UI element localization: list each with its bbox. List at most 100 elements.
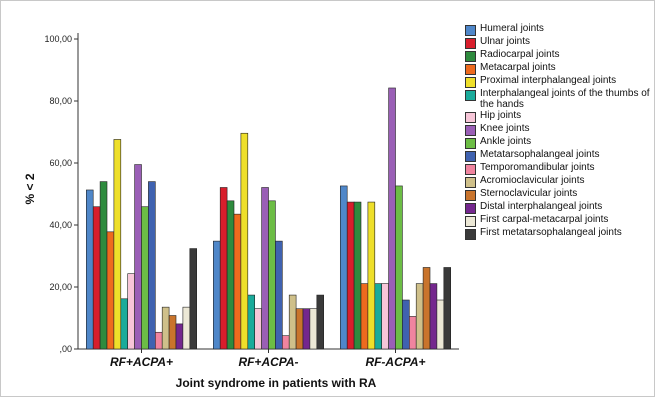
legend-label: Knee joints [480, 123, 530, 134]
legend-item: Temporomandibular joints [465, 162, 655, 175]
legend-item: Radiocarpal joints [465, 49, 655, 62]
bar [353, 201, 362, 350]
legend-label: Humeral joints [480, 23, 544, 34]
bar-chart: 100,00 80,00 60,00 40,00 20,00 ,00 RF+ACPA+ RF+… [23, 33, 459, 390]
x-axis-title: Joint syndrome in patients with RA [176, 376, 377, 390]
bar [429, 283, 438, 350]
bar [295, 308, 304, 350]
legend-label: Metacarpal joints [480, 62, 556, 73]
y-axis-title: % < 2 [23, 173, 37, 204]
bar [175, 323, 184, 350]
legend-item: First carpal-metacarpal joints [465, 214, 655, 227]
legend-item: First metatarsophalangeal joints [465, 227, 655, 240]
legend-swatch [465, 177, 476, 188]
legend-label: Hip joints [480, 110, 522, 121]
y-tick-label: ,00 [59, 344, 72, 354]
bar [148, 181, 156, 350]
legend-label: First carpal-metacarpal joints [480, 214, 609, 225]
legend-item: Proximal interphalangeal joints [465, 75, 655, 88]
bar [261, 187, 269, 350]
bar [281, 335, 290, 350]
bar [339, 185, 348, 350]
bar [106, 231, 115, 350]
bar [168, 315, 177, 350]
legend-item: Metatarsophalangeal joints [465, 149, 655, 162]
legend-label: Metatarsophalangeal joints [480, 149, 600, 160]
legend-swatch [465, 125, 476, 136]
legend-item: Ulnar joints [465, 36, 655, 49]
bars [86, 87, 451, 350]
bar [134, 164, 142, 350]
bar [443, 267, 451, 350]
legend-swatch [465, 203, 476, 214]
legend-swatch [465, 190, 476, 201]
labels: 100,00 80,00 60,00 40,00 20,00 ,00 RF+ACPA+ RF+… [44, 34, 425, 369]
bar [113, 139, 122, 350]
legend-label: First metatarsophalangeal joints [480, 227, 622, 238]
legend-item: Acromioclavicular joints [465, 175, 655, 188]
legend-swatch [465, 25, 476, 36]
bar [213, 240, 221, 350]
legend-item: Hip joints [465, 110, 655, 123]
bar [268, 200, 276, 350]
legend-item: Distal interphalangeal joints [465, 201, 655, 214]
bar [381, 283, 389, 350]
legend-item: Interphalangeal joints of the thumbs of … [465, 88, 655, 110]
bar [415, 283, 424, 350]
bar [374, 283, 382, 350]
legend-label: Temporomandibular joints [480, 162, 595, 173]
legend-label: Interphalangeal joints of the thumbs of … [480, 88, 650, 110]
legend-item: Sternoclavicular joints [465, 188, 655, 201]
category-label: RF+ACPA+ [110, 355, 173, 369]
bar [395, 185, 403, 350]
bar [127, 273, 135, 350]
y-tick-label: 60,00 [49, 158, 72, 168]
bar [408, 316, 417, 350]
bar [422, 267, 431, 350]
bar [388, 87, 396, 350]
legend-label: Sternoclavicular joints [480, 188, 578, 199]
legend-swatch [465, 138, 476, 149]
bar [92, 206, 101, 350]
bar [189, 248, 198, 350]
legend-label: Proximal interphalangeal joints [480, 75, 617, 86]
legend-swatch [465, 51, 476, 62]
bar [240, 132, 249, 350]
bar [316, 294, 324, 350]
y-tick-label: 20,00 [49, 282, 72, 292]
bar [288, 294, 297, 350]
legend-swatch [465, 151, 476, 162]
bar [155, 331, 163, 350]
bar [233, 213, 242, 350]
legend-item: Metacarpal joints [465, 62, 655, 75]
bar [120, 298, 129, 350]
bar [182, 306, 191, 350]
bar [309, 308, 318, 350]
y-tick-label: 100,00 [44, 34, 72, 44]
bar [86, 189, 94, 350]
legend-label: Radiocarpal joints [480, 49, 560, 60]
category-label: RF-ACPA+ [365, 355, 425, 369]
legend-item: Ankle joints [465, 136, 655, 149]
legend-swatch [465, 112, 476, 123]
bar [141, 206, 149, 350]
bar [360, 283, 369, 350]
legend: Humeral joints Ulnar joints Radiocarpal jo… [465, 23, 655, 240]
category-label: RF+ACPA- [238, 355, 298, 369]
bar [226, 200, 235, 350]
legend-swatch [465, 229, 476, 240]
y-tick-label: 80,00 [49, 96, 72, 106]
legend-label: Ulnar joints [480, 36, 531, 47]
legend-item: Knee joints [465, 123, 655, 136]
bar [436, 299, 445, 350]
bar [346, 201, 355, 350]
legend-swatch [465, 90, 476, 101]
bar [302, 308, 311, 350]
legend-swatch [465, 216, 476, 227]
bar [161, 306, 170, 350]
legend-label: Ankle joints [480, 136, 532, 147]
legend-label: Distal interphalangeal joints [480, 201, 603, 212]
bar [275, 240, 283, 350]
bar [247, 294, 256, 350]
y-tick-label: 40,00 [49, 220, 72, 230]
